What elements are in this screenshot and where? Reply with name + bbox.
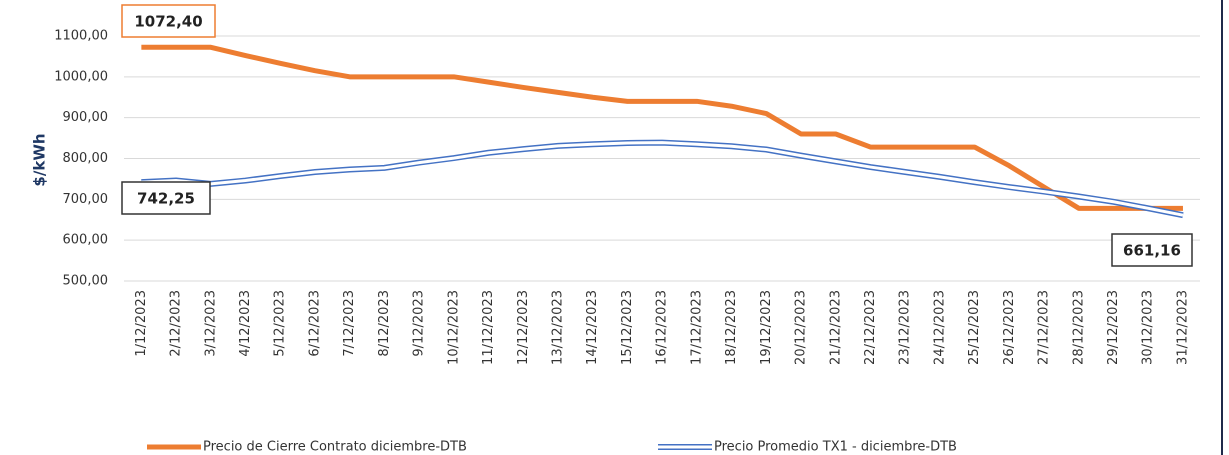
x-tick-label: 30/12/2023: [1141, 290, 1156, 365]
value-label: 1072,40: [134, 13, 202, 31]
x-tick-label: 31/12/2023: [1175, 290, 1190, 365]
x-tick-label: 3/12/2023: [203, 290, 218, 357]
x-tick-label: 24/12/2023: [932, 290, 947, 365]
value-label-box: [121, 181, 211, 215]
x-tick-label: 1/12/2023: [134, 290, 149, 357]
y-tick-label: 500,00: [63, 274, 109, 289]
value-label: 661,16: [1123, 242, 1181, 260]
value-label: 742,25: [137, 190, 195, 208]
x-tick-label: 18/12/2023: [724, 290, 739, 365]
value-label-box: [1111, 233, 1193, 267]
x-tick-label: 25/12/2023: [967, 290, 982, 365]
legend-label: Precio Promedio TX1 - diciembre-DTB: [714, 440, 957, 455]
x-tick-label: 26/12/2023: [1002, 290, 1017, 365]
x-tick-label: 16/12/2023: [655, 290, 670, 365]
x-tick-label: 10/12/2023: [446, 290, 461, 365]
x-tick-label: 14/12/2023: [585, 290, 600, 365]
x-tick-label: 2/12/2023: [169, 290, 184, 357]
x-tick-label: 23/12/2023: [898, 290, 913, 365]
y-tick-label: 700,00: [63, 192, 109, 207]
y-tick-label: 600,00: [63, 233, 109, 248]
x-tick-label: 13/12/2023: [551, 290, 566, 365]
x-tick-label: 8/12/2023: [377, 290, 392, 357]
x-tick-label: 11/12/2023: [481, 290, 496, 365]
y-tick-label: 1000,00: [54, 69, 108, 84]
x-tick-label: 29/12/2023: [1106, 290, 1121, 365]
x-tick-label: 21/12/2023: [828, 290, 843, 365]
x-tick-label: 17/12/2023: [689, 290, 704, 365]
y-axis-label: $/kWh: [31, 133, 49, 186]
x-tick-label: 15/12/2023: [620, 290, 635, 365]
x-tick-label: 27/12/2023: [1037, 290, 1052, 365]
y-tick-label: 1100,00: [54, 29, 108, 44]
series-line-inner: [141, 141, 1184, 217]
series-line: [141, 44, 1183, 211]
x-tick-label: 12/12/2023: [516, 290, 531, 365]
value-label-box: [121, 4, 216, 38]
x-tick-label: 4/12/2023: [238, 290, 253, 357]
x-tick-label: 7/12/2023: [342, 290, 357, 357]
x-tick-label: 19/12/2023: [759, 290, 774, 365]
x-tick-label: 22/12/2023: [863, 290, 878, 365]
x-tick-label: 6/12/2023: [307, 290, 322, 357]
x-tick-label: 9/12/2023: [412, 290, 427, 357]
legend-label: Precio de Cierre Contrato diciembre-DTB: [203, 440, 467, 455]
x-tick-label: 5/12/2023: [273, 290, 288, 357]
y-tick-label: 800,00: [63, 151, 109, 166]
x-tick-label: 20/12/2023: [794, 290, 809, 365]
x-tick-label: 28/12/2023: [1071, 290, 1086, 365]
y-tick-label: 900,00: [63, 110, 109, 125]
